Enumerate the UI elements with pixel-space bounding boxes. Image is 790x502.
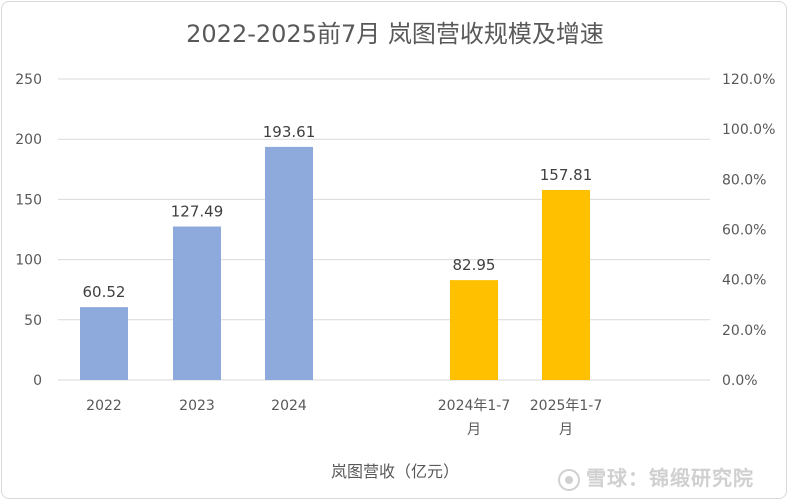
data-label: 82.95 xyxy=(453,256,496,274)
watermark: 雪球：锦缎研究院 xyxy=(558,462,754,491)
bar xyxy=(450,280,498,380)
chart-title: 2022-2025前7月 岚图营收规模及增速 xyxy=(186,20,604,48)
data-label: 127.49 xyxy=(171,203,224,221)
right-tick-label: 0.0% xyxy=(722,373,758,389)
bar xyxy=(265,146,313,380)
snowball-logo-icon xyxy=(558,468,580,491)
bars xyxy=(80,146,590,380)
x-tick-label: 2022 xyxy=(86,398,122,414)
x-tick-label: 月 xyxy=(467,422,481,438)
data-label: 157.81 xyxy=(540,166,593,184)
right-axis: 0.0% 20.0% 40.0% 60.0% 80.0% 100.0% 120.0% xyxy=(722,72,775,389)
right-tick-label: 40.0% xyxy=(722,273,766,289)
left-tick-label: 250 xyxy=(15,72,42,88)
data-labels: 60.52 127.49 193.61 82.95 157.81 xyxy=(83,123,593,301)
x-tick-label: 月 xyxy=(559,422,573,438)
x-tick-label: 2025年1-7 xyxy=(530,398,603,414)
left-tick-label: 150 xyxy=(15,192,42,208)
left-axis: 0 50 100 150 200 250 xyxy=(15,72,42,389)
right-tick-label: 80.0% xyxy=(722,172,766,188)
legend-label: 岚图营收（亿元） xyxy=(330,462,459,481)
watermark-text: 雪球：锦缎研究院 xyxy=(586,466,754,490)
data-label: 193.61 xyxy=(263,123,316,141)
x-tick-label: 2024 xyxy=(271,398,307,414)
data-label: 60.52 xyxy=(83,283,126,301)
right-tick-label: 120.0% xyxy=(722,72,775,88)
right-tick-label: 20.0% xyxy=(722,323,766,339)
bar xyxy=(173,226,221,380)
bar xyxy=(80,307,128,380)
right-tick-label: 60.0% xyxy=(722,223,766,239)
left-tick-label: 100 xyxy=(15,253,42,269)
x-tick-label: 2024年1-7 xyxy=(438,398,511,414)
x-axis: 2022 2023 2024 2024年1-7 月 2025年1-7 月 xyxy=(86,398,602,438)
bar xyxy=(542,189,590,380)
left-tick-label: 50 xyxy=(24,313,42,329)
right-tick-label: 100.0% xyxy=(722,122,775,138)
gridlines xyxy=(58,78,710,381)
left-tick-label: 200 xyxy=(15,132,42,148)
x-tick-label: 2023 xyxy=(179,398,215,414)
left-tick-label: 0 xyxy=(33,373,42,389)
